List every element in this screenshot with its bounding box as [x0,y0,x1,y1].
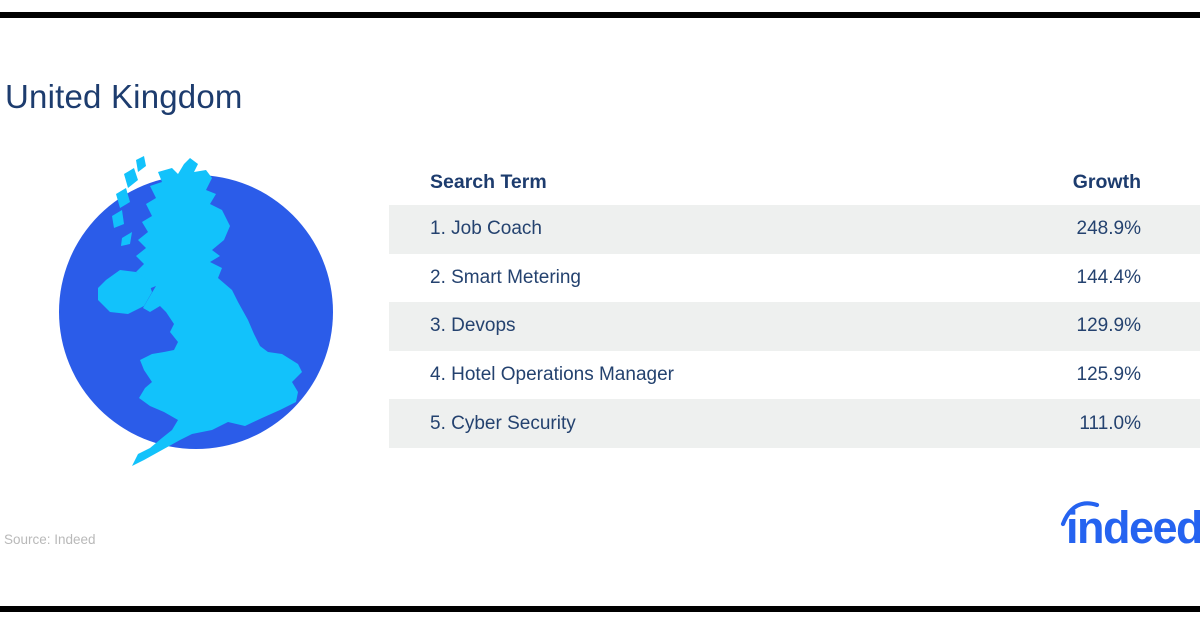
growth-value: 248.9% [1076,218,1141,240]
search-term-label: 3. Devops [430,315,516,337]
growth-value: 129.9% [1076,315,1141,337]
search-terms-table: Search Term Growth 1. Job Coach 248.9% 2… [389,160,1200,448]
column-header-growth: Growth [1072,171,1141,193]
table-row: 5. Cyber Security 111.0% [389,399,1200,448]
search-term-label: 1. Job Coach [430,218,542,240]
table-row: 4. Hotel Operations Manager 125.9% [389,351,1200,400]
indeed-swoosh-icon [1060,501,1100,527]
indeed-logo: indeed [1058,494,1200,569]
growth-value: 125.9% [1076,364,1141,386]
table-header-row: Search Term Growth [389,160,1200,205]
growth-value: 111.0% [1079,412,1141,434]
growth-value: 144.4% [1076,266,1141,288]
table-row: 2. Smart Metering 144.4% [389,254,1200,303]
great-britain-shape [132,158,302,466]
bottom-divider-bar [0,606,1200,612]
top-divider-bar [0,12,1200,18]
search-term-label: 2. Smart Metering [430,266,581,288]
search-term-label: 5. Cyber Security [430,412,576,434]
hebrides-islands-shape [112,156,146,246]
northern-ireland-shape [98,270,152,314]
column-header-search-term: Search Term [430,171,547,193]
source-attribution: Source: Indeed [4,532,96,547]
uk-map-icon [59,156,333,466]
search-term-label: 4. Hotel Operations Manager [430,364,674,386]
table-row: 1. Job Coach 248.9% [389,205,1200,254]
uk-map-graphic [40,140,350,475]
table-row: 3. Devops 129.9% [389,302,1200,351]
page-title: United Kingdom [5,78,243,115]
indeed-wordmark: indeed [1066,502,1200,553]
